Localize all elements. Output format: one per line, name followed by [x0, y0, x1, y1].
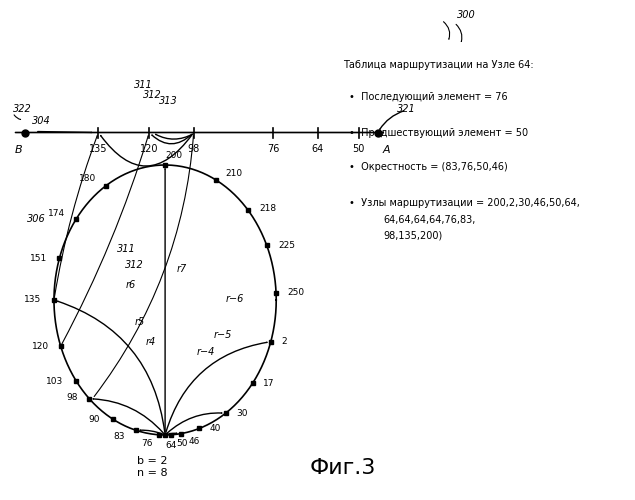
- Text: r5: r5: [135, 317, 145, 327]
- Text: 300: 300: [457, 10, 476, 20]
- Text: r−4: r−4: [197, 347, 215, 357]
- Text: 210: 210: [225, 169, 242, 178]
- Text: 64,64,64,64,76,83,: 64,64,64,64,76,83,: [383, 215, 475, 225]
- Text: 218: 218: [259, 204, 276, 212]
- Text: 312: 312: [125, 260, 144, 270]
- Text: 321: 321: [397, 104, 416, 115]
- Text: 50: 50: [352, 144, 365, 154]
- Text: n = 8: n = 8: [137, 468, 168, 478]
- Text: •  Последующий элемент = 76: • Последующий элемент = 76: [349, 92, 508, 102]
- Text: 17: 17: [263, 378, 274, 388]
- Text: 151: 151: [29, 254, 47, 263]
- Text: 180: 180: [79, 174, 97, 182]
- Text: 103: 103: [46, 376, 64, 386]
- Text: •  Окрестность = (83,76,50,46): • Окрестность = (83,76,50,46): [349, 162, 508, 172]
- Text: 64: 64: [165, 440, 177, 450]
- Text: 200: 200: [165, 152, 182, 160]
- Text: 98: 98: [67, 393, 78, 402]
- Text: 322: 322: [13, 104, 32, 115]
- Text: 304: 304: [32, 116, 51, 126]
- Text: 120: 120: [140, 144, 159, 154]
- Text: 50: 50: [176, 440, 187, 448]
- Text: 40: 40: [210, 424, 221, 433]
- Text: 76: 76: [267, 144, 279, 154]
- Text: 313: 313: [159, 96, 178, 106]
- Text: 2: 2: [281, 337, 286, 346]
- Text: 46: 46: [188, 437, 199, 446]
- Text: 225: 225: [278, 240, 295, 250]
- Text: 250: 250: [288, 288, 305, 298]
- Text: 98,135,200): 98,135,200): [383, 231, 442, 241]
- Text: B: B: [15, 145, 22, 155]
- Text: 135: 135: [24, 296, 41, 304]
- Text: •  Узлы маршрутизации = 200,2,30,46,50,64,: • Узлы маршрутизации = 200,2,30,46,50,64…: [349, 198, 580, 207]
- Text: 98: 98: [187, 144, 200, 154]
- Text: 306: 306: [27, 214, 46, 224]
- Text: r4: r4: [146, 337, 156, 347]
- Text: 120: 120: [32, 342, 50, 350]
- Text: r6: r6: [126, 280, 136, 289]
- Text: b = 2: b = 2: [137, 456, 168, 466]
- Text: Фиг.3: Фиг.3: [310, 458, 376, 477]
- Text: 76: 76: [142, 440, 153, 448]
- Text: •  Предшествующий элемент = 50: • Предшествующий элемент = 50: [349, 128, 528, 138]
- Text: 64: 64: [311, 144, 324, 154]
- Text: 311: 311: [133, 80, 152, 90]
- Text: 30: 30: [236, 408, 247, 418]
- Text: r−5: r−5: [213, 330, 232, 340]
- Text: 135: 135: [89, 144, 108, 154]
- Text: Таблица маршрутизации на Узле 64:: Таблица маршрутизации на Узле 64:: [343, 60, 533, 70]
- Text: r7: r7: [177, 264, 187, 274]
- Text: 311: 311: [117, 244, 137, 254]
- Text: 312: 312: [143, 90, 162, 100]
- Text: 174: 174: [48, 210, 65, 218]
- Text: r−6: r−6: [225, 294, 244, 304]
- Text: 83: 83: [114, 432, 125, 441]
- Text: A: A: [383, 145, 391, 155]
- Text: 90: 90: [89, 414, 100, 424]
